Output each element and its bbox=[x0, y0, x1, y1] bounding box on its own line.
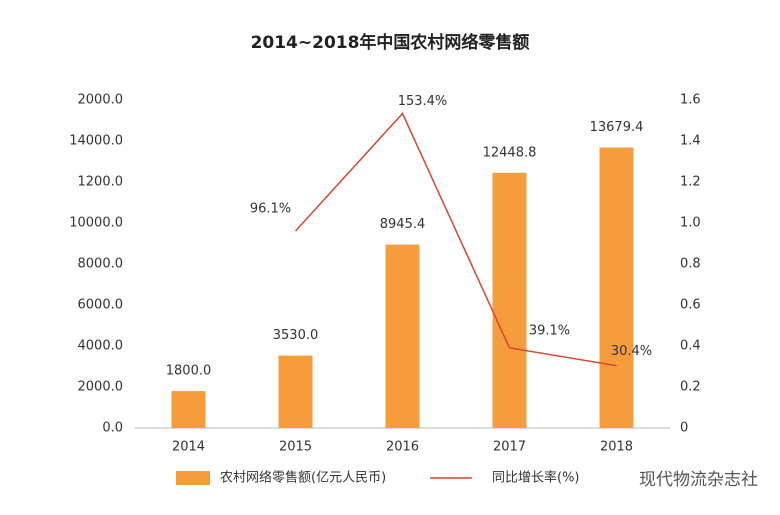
y-tick-label: 0.0 bbox=[102, 421, 123, 436]
x-tick-label: 2014 bbox=[172, 440, 205, 455]
legend-swatch bbox=[176, 471, 210, 485]
watermark: 现代物流杂志社 bbox=[639, 470, 758, 490]
bar-value-label: 8945.4 bbox=[380, 217, 426, 232]
legend-label: 同比增长率(%) bbox=[492, 470, 580, 486]
y-tick-label: 8000.0 bbox=[78, 257, 124, 272]
line-value-label: 39.1% bbox=[529, 323, 570, 338]
chart-title: 2014~2018年中国农村网络零售额 bbox=[251, 32, 530, 53]
x-tick-label: 2015 bbox=[279, 440, 312, 455]
y-tick-label: 14000.0 bbox=[69, 134, 123, 149]
bar bbox=[492, 172, 527, 428]
y2-tick-label: 1.2 bbox=[680, 175, 701, 190]
y-tick-label: 2000.0 bbox=[78, 93, 124, 108]
line-value-label: 30.4% bbox=[611, 344, 652, 359]
y2-tick-label: 1.4 bbox=[680, 134, 701, 149]
line bbox=[294, 112, 617, 367]
bar bbox=[385, 244, 420, 428]
bar-value-label: 1800.0 bbox=[166, 364, 212, 379]
x-tick-label: 2016 bbox=[386, 440, 419, 455]
legend-label: 农村网络零售额(亿元人民币) bbox=[220, 470, 386, 486]
line-value-label: 96.1% bbox=[250, 201, 291, 216]
line-value-label: 153.4% bbox=[398, 94, 448, 109]
x-tick-label: 2017 bbox=[493, 440, 526, 455]
y2-tick-label: 0.4 bbox=[680, 339, 701, 354]
bar bbox=[599, 147, 634, 428]
y-tick-label: 2000.0 bbox=[78, 380, 124, 395]
y-tick-label: 1200.0 bbox=[78, 175, 124, 190]
bar bbox=[171, 391, 206, 428]
y2-tick-label: 1.0 bbox=[680, 216, 701, 231]
y-tick-label: 4000.0 bbox=[78, 339, 124, 354]
x-tick-label: 2018 bbox=[600, 440, 633, 455]
y2-tick-label: 1.6 bbox=[680, 93, 701, 108]
y2-tick-label: 0.8 bbox=[680, 257, 701, 272]
y2-tick-label: 0 bbox=[680, 421, 688, 436]
y2-tick-label: 0.6 bbox=[680, 298, 701, 313]
y2-tick-label: 0.2 bbox=[680, 380, 701, 395]
y-tick-label: 10000.0 bbox=[69, 216, 123, 231]
bar bbox=[278, 355, 313, 428]
bar-value-label: 12448.8 bbox=[483, 145, 537, 160]
bar-value-label: 13679.4 bbox=[590, 120, 644, 135]
bar-value-label: 3530.0 bbox=[273, 328, 319, 343]
y-tick-label: 6000.0 bbox=[78, 298, 124, 313]
